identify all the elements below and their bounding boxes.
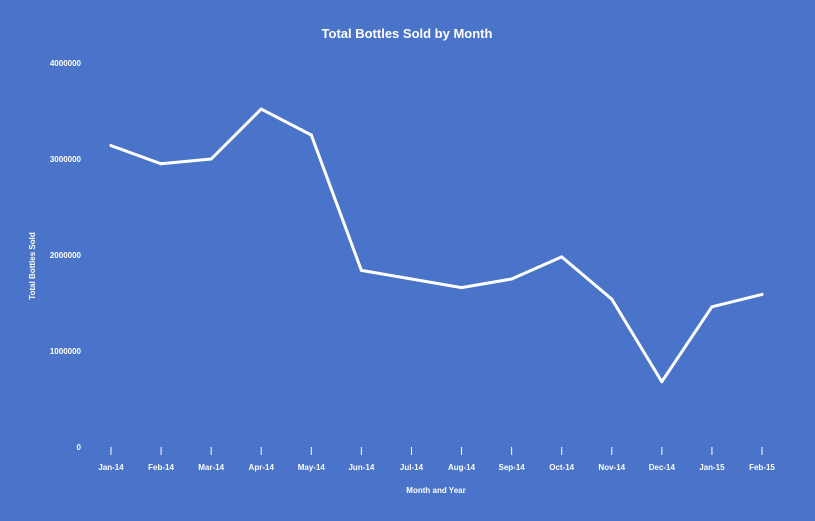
chart-title: Total Bottles Sold by Month — [322, 26, 493, 41]
x-tick-label: Feb-15 — [749, 463, 775, 472]
x-tick-label: Jan-15 — [699, 463, 725, 472]
data-point — [309, 133, 313, 137]
data-point — [409, 277, 413, 281]
x-tick-label: Nov-14 — [598, 463, 625, 472]
series-group — [109, 107, 764, 384]
x-tick-label: Aug-14 — [448, 463, 476, 472]
data-point — [460, 286, 464, 290]
y-axis-label: Total Bottles Sold — [28, 232, 37, 300]
data-point — [359, 268, 363, 272]
x-axis-ticks: Jan-14 Feb-14 Mar-14 Apr-14 May-14 Jun-14 Jul-… — [98, 447, 775, 472]
x-tick-label: Feb-14 — [148, 463, 174, 472]
data-point — [610, 297, 614, 301]
data-point — [710, 305, 714, 309]
y-tick-label: 2000000 — [50, 251, 82, 260]
x-tick-label: May-14 — [298, 463, 326, 472]
data-point — [109, 144, 113, 148]
x-tick-label: Jan-14 — [98, 463, 124, 472]
data-point — [209, 157, 213, 161]
data-point — [510, 277, 514, 281]
data-point — [159, 162, 163, 166]
y-tick-label: 1000000 — [50, 347, 82, 356]
y-tick-label: 3000000 — [50, 155, 82, 164]
data-point — [660, 380, 664, 384]
series-line — [109, 107, 764, 384]
y-tick-label: 0 — [77, 443, 82, 452]
y-axis-ticks: 0 1000000 2000000 3000000 4000000 — [50, 59, 82, 452]
data-point — [560, 255, 564, 259]
x-tick-label: Apr-14 — [249, 463, 275, 472]
x-tick-label: Dec-14 — [649, 463, 676, 472]
x-tick-label: Sep-14 — [498, 463, 525, 472]
data-point — [760, 292, 764, 296]
x-axis-label: Month and Year — [406, 486, 465, 495]
x-tick-label: Jun-14 — [348, 463, 374, 472]
x-tick-label: Oct-14 — [549, 463, 574, 472]
x-tick-label: Mar-14 — [198, 463, 224, 472]
x-tick-label: Jul-14 — [400, 463, 424, 472]
y-tick-label: 4000000 — [50, 59, 82, 68]
data-point — [259, 107, 263, 111]
